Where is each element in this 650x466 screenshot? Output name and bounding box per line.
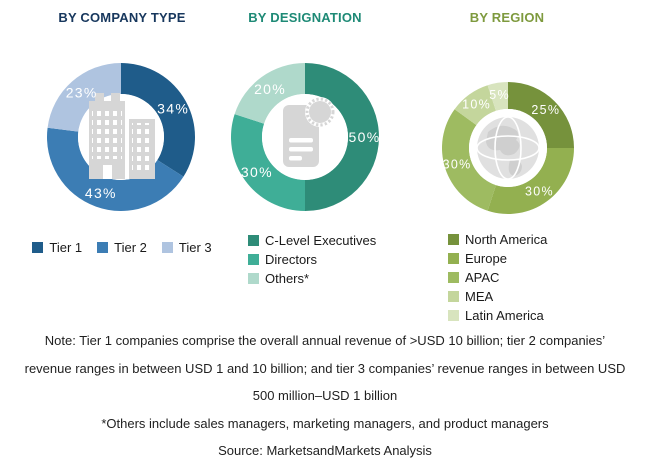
legend-swatch (32, 242, 44, 253)
legend-label: APAC (465, 270, 500, 285)
legend-item: Europe (448, 251, 547, 266)
region-donut: 25% 30% 30% 10%5% (442, 82, 574, 214)
legend-item: Tier 1 (32, 240, 82, 255)
note-line: 500 million–USD 1 billion (252, 388, 398, 403)
legend-label: Tier 1 (49, 240, 83, 255)
designation-legend: C-Level Executives Directors Others* (248, 233, 376, 286)
segment-value-label: 20% (254, 81, 286, 97)
segment-value-label: 43% (85, 185, 117, 201)
donut-segment (508, 82, 574, 148)
id-badge-icon (283, 97, 335, 167)
company-type-title: BY COMPANY TYPE (58, 10, 186, 25)
legend-swatch (248, 235, 259, 246)
company-type-donut: 34% 43% 23% (46, 63, 195, 212)
legend-swatch (448, 234, 459, 245)
globe-icon (476, 116, 540, 180)
buildings-icon (89, 93, 155, 179)
region-title: BY REGION (469, 10, 545, 25)
legend-swatch (448, 272, 459, 283)
segment-value-label: 50% (349, 129, 381, 145)
segment-value-label: 25% (531, 103, 560, 117)
donut-segment (230, 114, 305, 211)
legend-item: Latin America (448, 308, 547, 323)
donut-segment (305, 63, 379, 211)
legend-label: Europe (465, 251, 507, 266)
legend-item: Tier 2 (97, 240, 147, 255)
legend-swatch (248, 254, 259, 265)
legend-label: C-Level Executives (265, 233, 377, 248)
legend-swatch (448, 310, 459, 321)
company-type-legend: Tier 1 Tier 2 Tier 3 (16, 240, 228, 255)
legend-item: North America (448, 232, 547, 247)
donut-segment (442, 109, 496, 211)
donut-segment (487, 148, 574, 214)
note-line: revenue ranges in between USD 1 and 10 b… (24, 360, 626, 376)
legend-item: Tier 3 (161, 240, 212, 255)
segment-value-label: 23% (66, 84, 98, 100)
legend-swatch (161, 242, 173, 253)
segment-value-label: 30% (525, 184, 554, 198)
segment-value-label: 5% (489, 88, 510, 102)
legend-item: Others* (248, 271, 376, 286)
segment-value-label: 30% (443, 158, 472, 172)
donut-segment (46, 127, 184, 212)
designation-donut: 50% 30% 20% (230, 62, 381, 211)
legend-swatch (97, 242, 109, 253)
donut-segment (454, 85, 496, 126)
notes-block: Note: Tier 1 companies comprise the over… (0, 327, 650, 465)
legend-label: MEA (465, 289, 494, 304)
note-others-line: *Others include sales managers, marketin… (101, 415, 549, 431)
segment-value-label: 30% (241, 164, 273, 180)
legend-swatch (248, 273, 259, 284)
legend-label: Tier 3 (178, 240, 212, 255)
legend-label: Tier 2 (114, 240, 147, 255)
legend-label: Others* (265, 271, 310, 286)
legend-item: MEA (448, 289, 547, 304)
donut-segment (487, 82, 508, 111)
segment-value-label: 10% (462, 98, 491, 112)
source-line: Source: MarketsandMarkets Analysis (218, 443, 432, 458)
segment-value-label: 34% (157, 100, 189, 116)
legend-label: Directors (265, 252, 318, 267)
legend-label: North America (465, 232, 548, 247)
legend-item: APAC (448, 270, 547, 285)
legend-item: C-Level Executives (248, 233, 376, 248)
legend-item: Directors (248, 252, 376, 267)
region-legend: North America Europe APAC MEA Latin America (448, 232, 547, 323)
legend-label: Latin America (465, 308, 544, 323)
designation-title: BY DESIGNATION (248, 10, 362, 25)
legend-swatch (448, 291, 459, 302)
donut-segment (121, 63, 195, 177)
legend-swatch (448, 253, 459, 264)
donut-segment (47, 63, 121, 132)
note-line: Note: Tier 1 companies comprise the over… (44, 333, 606, 348)
donut-segment (234, 62, 305, 124)
